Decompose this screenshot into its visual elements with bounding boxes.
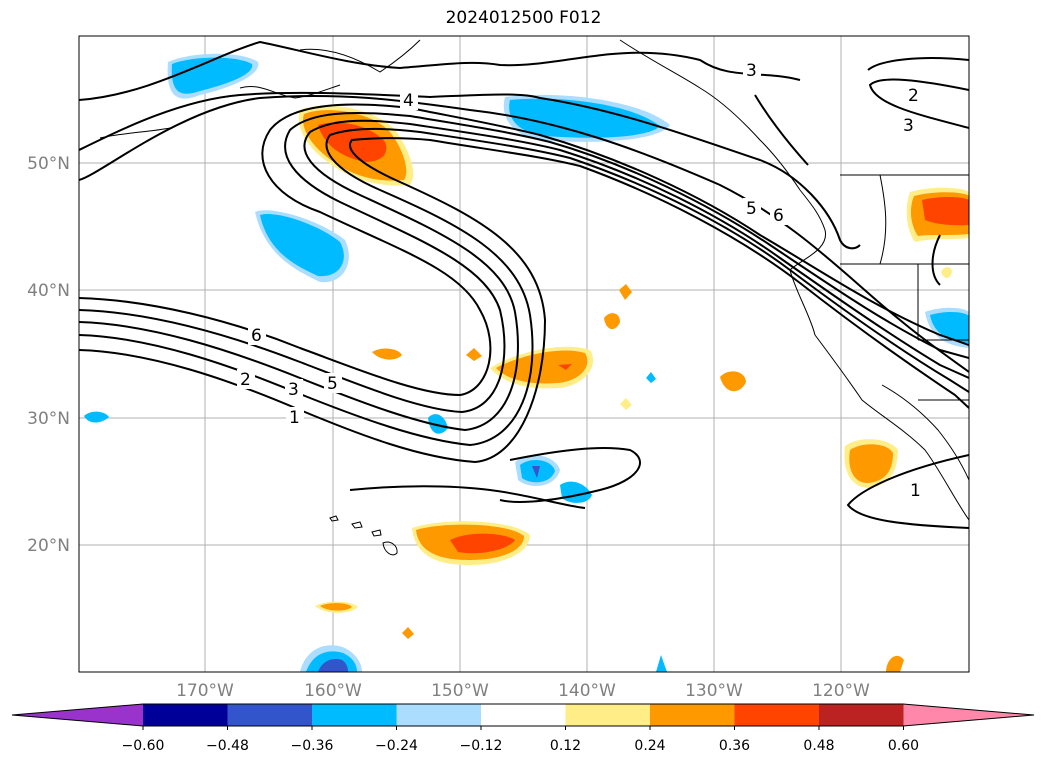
contour-lines <box>79 40 969 529</box>
lat-label: 30°N <box>27 409 70 429</box>
colorbar-tick-label: 0.12 <box>550 738 581 754</box>
colorbar-tick-label: 0.48 <box>803 738 834 754</box>
colorbar-segment <box>734 704 820 726</box>
colorbar-tick-label: −0.36 <box>291 738 334 754</box>
lon-label: 160°W <box>304 681 362 701</box>
colorbar-ticks: −0.60 −0.48 −0.36 −0.24 −0.12 0.12 0.24 0.36 0.4… <box>122 726 919 754</box>
lat-label: 40°N <box>27 281 70 301</box>
contour-label: 4 <box>403 91 414 111</box>
colorbar: −0.60 −0.48 −0.36 −0.24 −0.12 0.12 0.24 0.36 0.4… <box>11 703 1035 754</box>
colorbar-segment <box>143 704 228 726</box>
latitude-labels: 50°N 40°N 30°N 20°N <box>27 154 70 556</box>
contour-label: 6 <box>251 326 262 346</box>
colorbar-segment <box>819 704 904 726</box>
colorbar-tick-label: 0.60 <box>888 738 919 754</box>
contour-label: 2 <box>240 370 251 390</box>
map-frame <box>78 35 970 673</box>
colorbar-segment <box>565 704 651 726</box>
colorbar-segment <box>396 704 482 726</box>
map-title: 2024012500 F012 <box>445 8 602 28</box>
contour-label: 5 <box>746 199 757 219</box>
contour-label: 3 <box>288 380 299 400</box>
contour-label: 1 <box>289 408 300 428</box>
contour-label: 2 <box>908 86 919 106</box>
colorbar-segment <box>903 704 1034 726</box>
contour-label: 5 <box>327 374 338 394</box>
colorbar-outline <box>11 703 1035 727</box>
contour-label: 6 <box>773 206 784 226</box>
longitude-labels: 170°W 160°W 150°W 140°W 130°W 120°W <box>176 681 870 701</box>
hawaii-islands <box>329 515 398 556</box>
contour-label: 3 <box>746 61 757 81</box>
colorbar-segment <box>12 704 143 726</box>
colorbar-tick-label: 0.36 <box>719 738 750 754</box>
colorbar-segment <box>650 704 735 726</box>
lon-label: 130°W <box>685 681 743 701</box>
colorbar-segment <box>312 704 397 726</box>
colorbar-segment <box>481 704 566 726</box>
colorbar-tick-label: −0.12 <box>460 738 503 754</box>
contour-labels: 4 3 2 3 5 6 6 2 3 5 1 1 <box>237 60 925 501</box>
lat-label: 50°N <box>27 154 70 174</box>
lon-label: 140°W <box>558 681 616 701</box>
contour-label: 3 <box>903 116 914 136</box>
lon-label: 120°W <box>812 681 870 701</box>
lon-label: 170°W <box>176 681 234 701</box>
shaded-anomalies <box>84 53 969 672</box>
colorbar-tick-label: −0.48 <box>206 738 249 754</box>
colorbar-tick-label: 0.24 <box>634 738 665 754</box>
lat-label: 20°N <box>27 536 70 556</box>
coastlines <box>99 39 969 521</box>
lon-label: 150°W <box>431 681 489 701</box>
colorbar-tick-label: −0.60 <box>122 738 165 754</box>
colorbar-tick-label: −0.24 <box>375 738 418 754</box>
colorbar-segment <box>227 704 313 726</box>
colorbar-segments <box>12 704 1034 726</box>
contour-label: 1 <box>910 481 921 501</box>
gridlines <box>79 36 969 672</box>
